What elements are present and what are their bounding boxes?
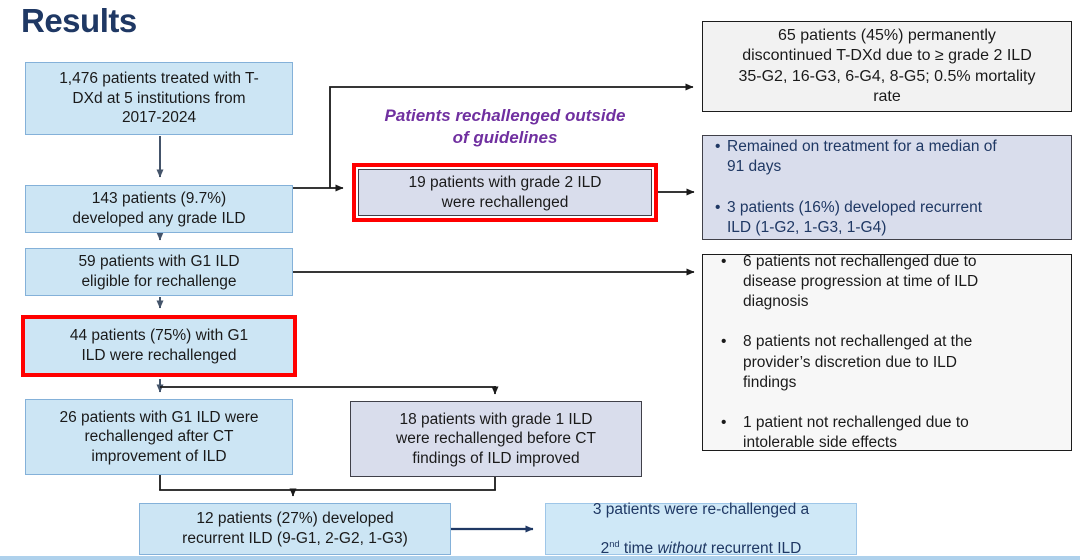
box-rechallenged-before-ct: 18 patients with grade 1 ILD were rechal… xyxy=(350,401,642,477)
g2-outcomes-list: Remained on treatment for a median of 91… xyxy=(713,117,1061,258)
not-rechallenged-item: 8 patients not rechallenged at the provi… xyxy=(713,332,1061,392)
not-rechallenged-item: 6 patients not rechallenged due to disea… xyxy=(713,252,1061,312)
box-not-rechallenged-reasons: 6 patients not rechallenged due to disea… xyxy=(702,252,1072,451)
box-g1-rechallenged-highlighted: 44 patients (75%) with G1 ILD were recha… xyxy=(21,315,297,377)
box-rechallenged-after-ct: 26 patients with G1 ILD were rechallenge… xyxy=(25,399,293,475)
annotation-outside-guidelines: Patients rechallenged outside of guideli… xyxy=(384,106,626,147)
box-g2-outcomes: Remained on treatment for a median of 91… xyxy=(702,135,1072,240)
box-discontinued: 65 patients (45%) permanently discontinu… xyxy=(702,21,1072,112)
box-g1-eligible: 59 patients with G1 ILD eligible for rec… xyxy=(25,248,293,296)
box-any-grade-ild: 143 patients (9.7%) developed any grade … xyxy=(25,185,293,233)
second-rechallenge-text: 3 patients were re-challenged a 2nd time… xyxy=(593,480,809,560)
page-title: Results xyxy=(21,2,137,39)
box-recurrent-ild: 12 patients (27%) developed recurrent IL… xyxy=(139,503,451,555)
g2-outcome-item: 3 patients (16%) developed recurrent ILD… xyxy=(713,198,1061,238)
bottom-accent-bar xyxy=(0,556,1080,560)
not-rechallenged-item: 1 patient not rechallenged due to intole… xyxy=(713,413,1061,453)
second-rechallenge-line2: 2nd time without recurrent ILD xyxy=(600,538,802,557)
box-g2-rechallenged-highlighted: 19 patients with grade 2 ILD were rechal… xyxy=(352,163,658,222)
second-rechallenge-line1: 3 patients were re-challenged a xyxy=(592,500,810,518)
box-g2-rechallenged-text: 19 patients with grade 2 ILD were rechal… xyxy=(358,169,652,216)
box-second-rechallenge: 3 patients were re-challenged a 2nd time… xyxy=(545,501,857,557)
g2-outcome-item: Remained on treatment for a median of 91… xyxy=(713,137,1061,177)
not-rechallenged-list: 6 patients not rechallenged due to disea… xyxy=(713,232,1061,474)
box-treated-patients: 1,476 patients treated with T- DXd at 5 … xyxy=(25,62,293,135)
